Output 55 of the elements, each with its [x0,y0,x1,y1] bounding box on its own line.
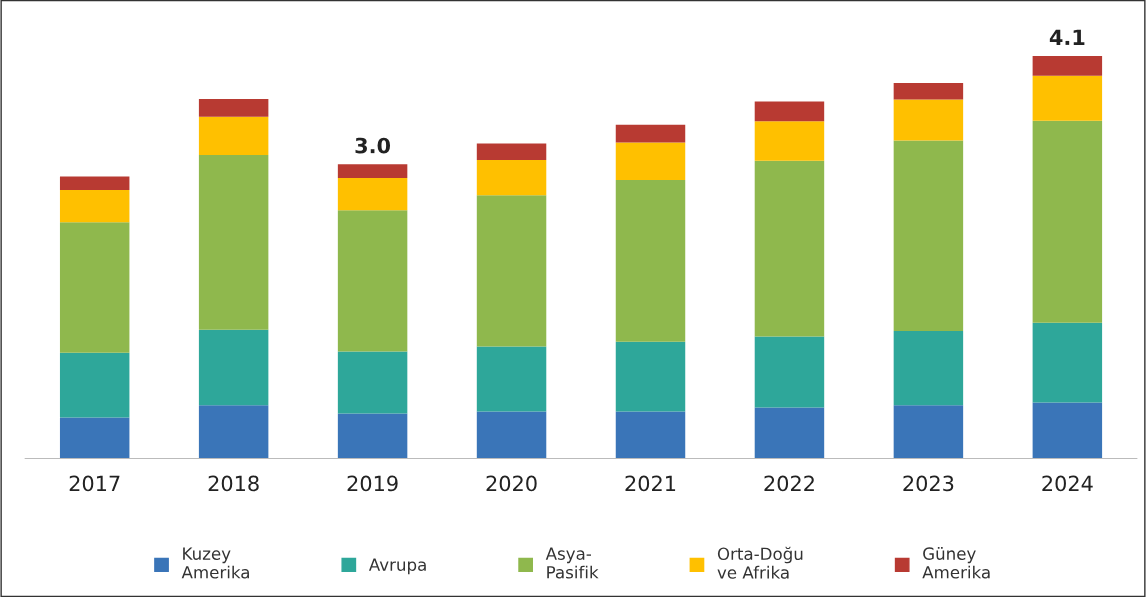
annotation: 4.1 [1049,29,1085,45]
bar [1032,402,1103,459]
x-tick-label: 2022 [764,475,814,492]
bar [754,407,825,459]
bar [59,352,130,418]
x-tick-label: 2017 [69,475,120,492]
x-tick-label: 2023 [903,475,954,492]
bar [476,143,547,160]
bar [59,417,130,459]
bar [198,155,269,330]
x-tick-label: 2024 [1042,475,1093,492]
bar [59,222,130,353]
bar [893,330,964,406]
bar [754,160,825,337]
bar [59,190,130,223]
bar [198,116,269,156]
bar [1032,322,1103,403]
bar [615,142,686,181]
legend-label: Orta-Doğu ve Afrika [717,546,803,579]
bar [893,99,964,141]
bar [1032,75,1103,121]
annotation: 3.0 [355,137,391,154]
bar [893,140,964,331]
bar [198,329,269,406]
bar [615,411,686,459]
bar [754,101,825,122]
bar [476,346,547,412]
legend-label: Güney Amerika [922,547,990,579]
x-tick-label: 2019 [347,475,398,492]
bar [754,336,825,408]
bar [59,176,130,191]
bar [893,83,964,100]
bar [198,99,269,117]
bar [893,405,964,459]
bar [1032,120,1103,323]
bar [476,195,547,347]
legend-label: Avrupa [368,558,426,575]
x-tick-label: 2020 [486,475,537,492]
bar [337,413,408,459]
bar [198,405,269,459]
x-tick-label: 2018 [208,475,259,492]
bar [476,159,547,196]
bar [337,177,408,211]
x-tick-label: 2021 [625,475,676,492]
bar [615,341,686,412]
bar [615,124,686,143]
bar [1032,56,1103,76]
bar [337,351,408,414]
bar [476,411,547,459]
legend-label: Kuzey Amerika [181,547,249,579]
bar [337,210,408,352]
bar [754,121,825,161]
bar [337,164,408,178]
legend-label: Asya- Pasifik [545,547,599,579]
bar [615,180,686,342]
